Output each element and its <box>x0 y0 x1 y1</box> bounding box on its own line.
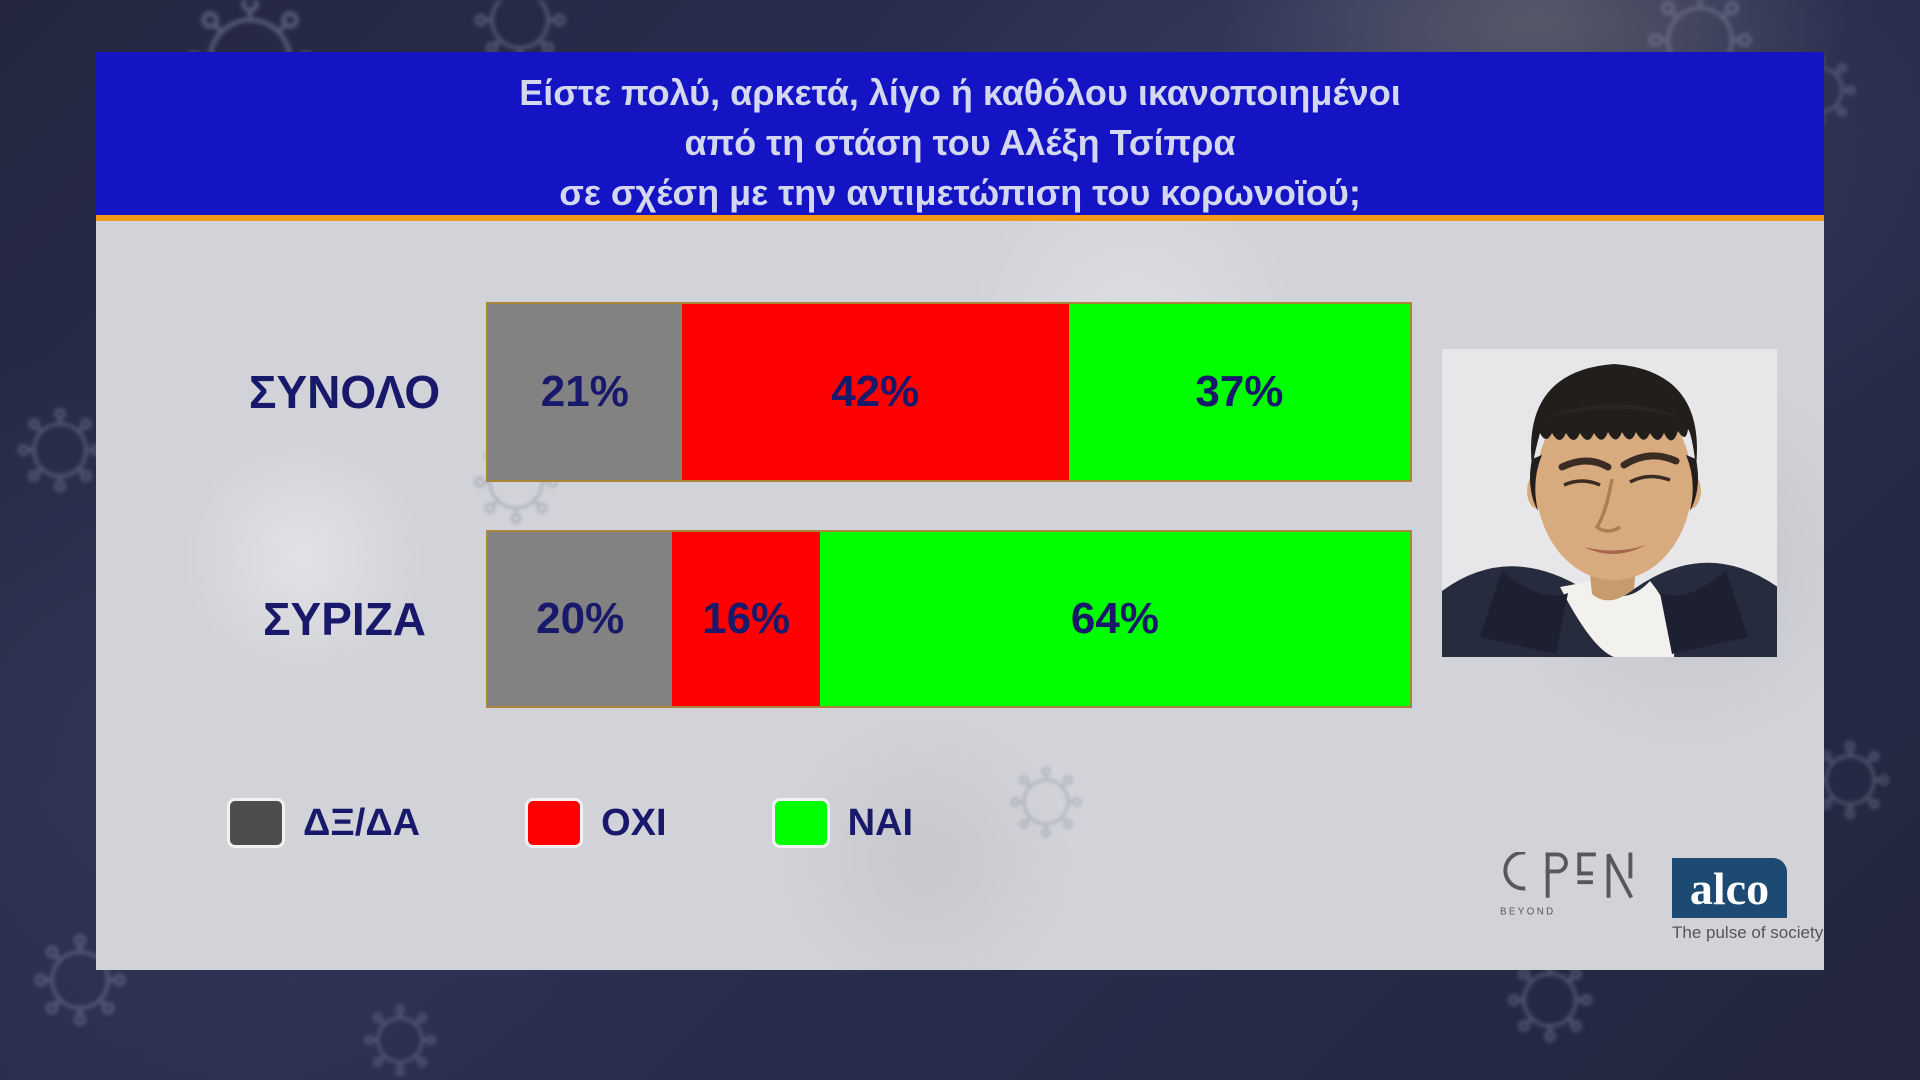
svg-text:BEYOND: BEYOND <box>1500 906 1556 917</box>
